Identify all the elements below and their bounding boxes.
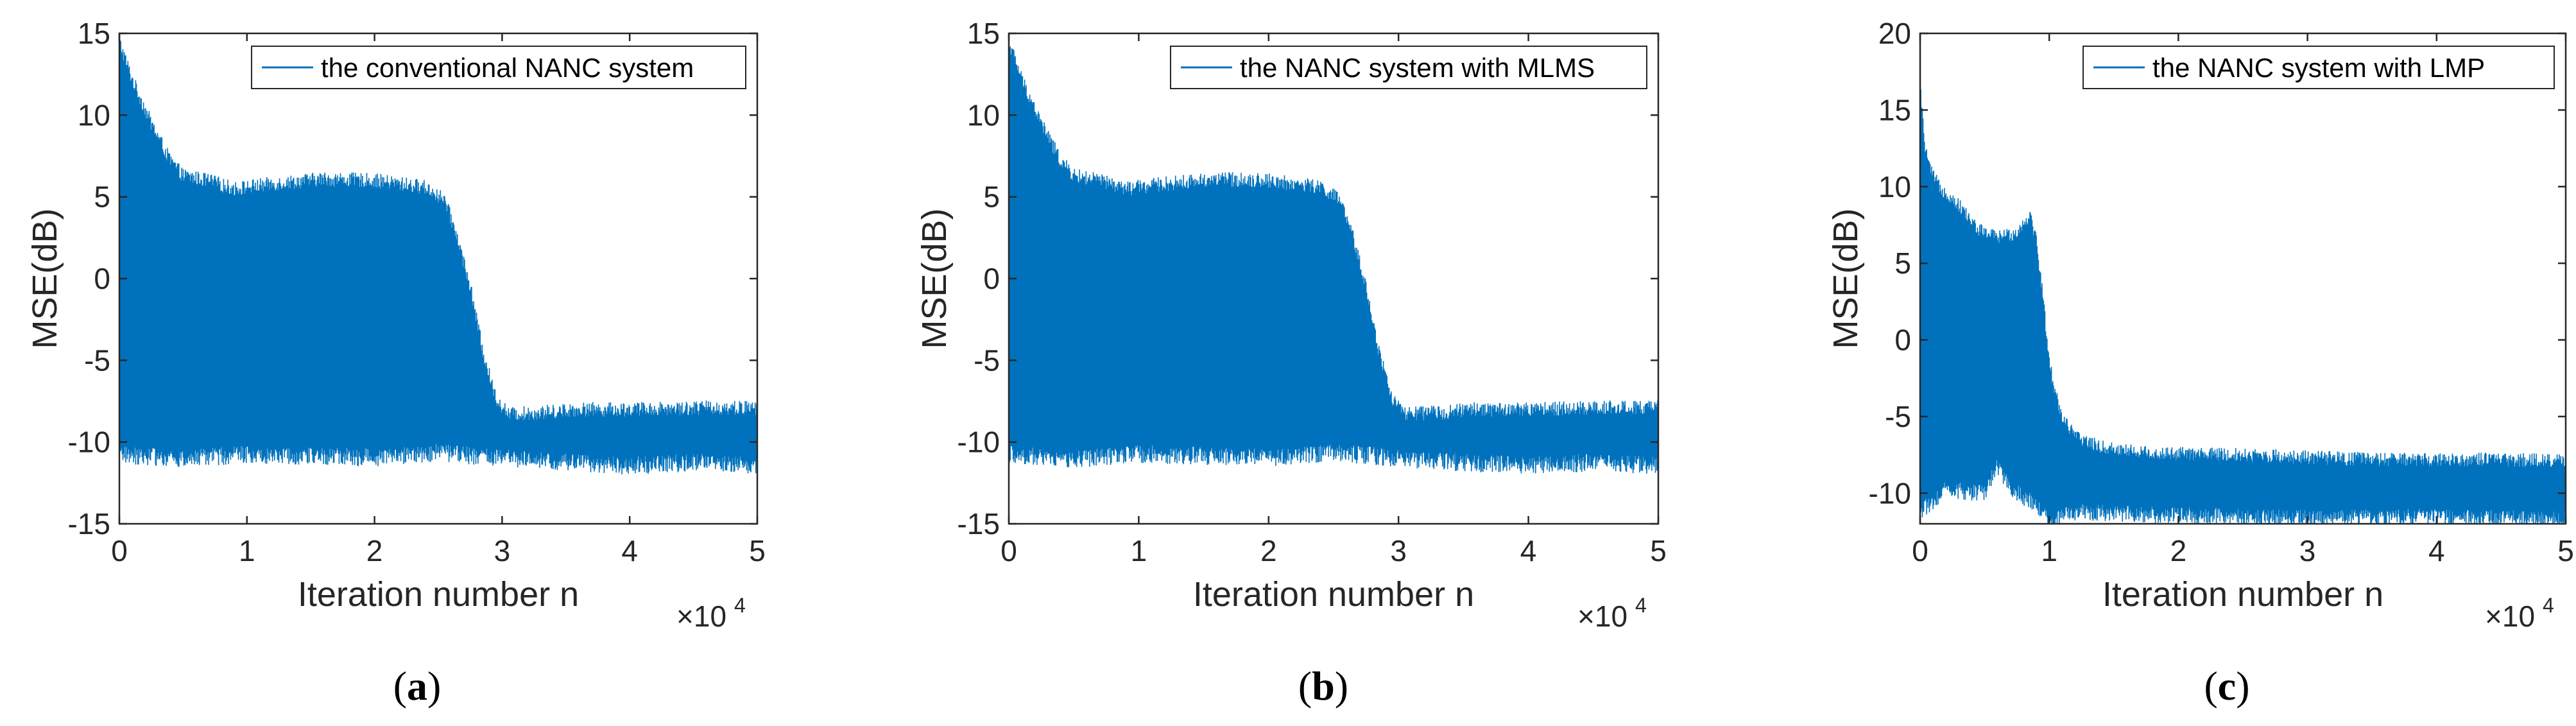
x-tick-label: 2	[2170, 534, 2187, 567]
y-tick-label: -5	[1885, 400, 1911, 433]
panel-label-close: )	[427, 663, 441, 709]
x-tick-label: 5	[2557, 534, 2574, 567]
panel-a: 0 1 2 3 4 5 -15 -10 -5 0 5 10 15 Iteration number n MS…	[26, 17, 766, 709]
y-tick-label: 10	[1878, 170, 1911, 203]
panel-c: 0 1 2 3 4 5 -10 -5 0 5 10 15 20 Iteration number n MSE…	[1826, 17, 2574, 709]
series-trace	[119, 38, 757, 474]
y-tick-label: -5	[974, 343, 1000, 377]
x-multiplier-exponent: 4	[2543, 594, 2554, 617]
y-axis-label: MSE(dB)	[1826, 208, 1865, 349]
panel-label-letter: a	[407, 663, 427, 709]
x-tick-label: 3	[494, 534, 511, 567]
x-tick-label: 0	[111, 534, 128, 567]
y-tick-label: -10	[1869, 476, 1911, 510]
panel-label-open: (	[2204, 663, 2217, 709]
legend-entry: the conventional NANC system	[321, 53, 694, 83]
y-tick-label: 20	[1878, 17, 1911, 50]
y-tick-label: 0	[94, 262, 110, 295]
x-tick-label: 0	[1912, 534, 1928, 567]
legend-entry: the NANC system with LMP	[2152, 53, 2485, 83]
x-tick-label: 2	[1260, 534, 1277, 567]
x-tick-label: 5	[1650, 534, 1667, 567]
y-tick-label: -10	[957, 426, 1000, 459]
y-axis-label: MSE(dB)	[26, 208, 64, 349]
y-tick-label: -15	[957, 507, 1000, 540]
x-tick-label: 4	[1520, 534, 1537, 567]
series-trace	[1009, 38, 1658, 474]
legend-entry: the NANC system with MLMS	[1240, 53, 1595, 83]
panel-label-close: )	[2236, 663, 2249, 709]
x-tick-label: 4	[2428, 534, 2445, 567]
legend-box	[1170, 46, 1647, 89]
y-tick-label: 10	[967, 98, 1000, 132]
legend-box	[251, 46, 746, 89]
panel-label-open: (	[1298, 663, 1312, 709]
x-multiplier: ×10	[676, 600, 726, 633]
x-tick-label: 3	[2299, 534, 2316, 567]
y-tick-label: 15	[967, 17, 1000, 50]
y-tick-label: 15	[1878, 93, 1911, 126]
x-axis-label: Iteration number n	[298, 575, 579, 614]
x-multiplier-exponent: 4	[1635, 594, 1647, 617]
y-tick-label: 0	[983, 262, 1000, 295]
panel-b: 0 1 2 3 4 5 -15 -10 -5 0 5 10 15 Iteration number n MS…	[915, 17, 1667, 709]
x-tick-label: 0	[1000, 534, 1017, 567]
x-tick-label: 1	[239, 534, 255, 567]
y-axis-label: MSE(dB)	[915, 208, 954, 349]
x-tick-label: 1	[2041, 534, 2057, 567]
x-tick-label: 2	[366, 534, 383, 567]
y-tick-label: 10	[78, 98, 110, 132]
y-tick-label: -5	[84, 343, 110, 377]
x-tick-label: 1	[1131, 534, 1147, 567]
axes-box	[1919, 32, 2567, 525]
x-multiplier: ×10	[1577, 600, 1627, 633]
y-tick-label: -15	[68, 507, 110, 540]
panel-label-close: )	[1335, 663, 1348, 709]
panel-label-open: (	[393, 663, 407, 709]
x-tick-label: 3	[1390, 534, 1407, 567]
x-axis-label: Iteration number n	[2102, 575, 2383, 614]
panel-label-letter: c	[2218, 663, 2236, 709]
panel-label: (b)	[1298, 663, 1348, 709]
x-tick-label: 4	[621, 534, 638, 567]
x-multiplier-exponent: 4	[734, 594, 746, 617]
y-tick-label: 15	[78, 17, 110, 50]
y-tick-label: 5	[983, 180, 1000, 214]
panel-label-letter: b	[1312, 663, 1335, 709]
x-tick-label: 5	[749, 534, 766, 567]
x-axis-label: Iteration number n	[1193, 575, 1474, 614]
y-tick-label: -10	[68, 426, 110, 459]
y-tick-label: 5	[1894, 246, 1911, 280]
y-tick-label: 0	[1894, 324, 1911, 357]
panel-label: (c)	[2204, 663, 2249, 709]
x-multiplier: ×10	[2485, 600, 2535, 633]
y-tick-label: 5	[94, 180, 110, 214]
legend-box	[2082, 46, 2555, 89]
panel-label: (a)	[393, 663, 442, 709]
series-trace	[1920, 75, 2566, 524]
